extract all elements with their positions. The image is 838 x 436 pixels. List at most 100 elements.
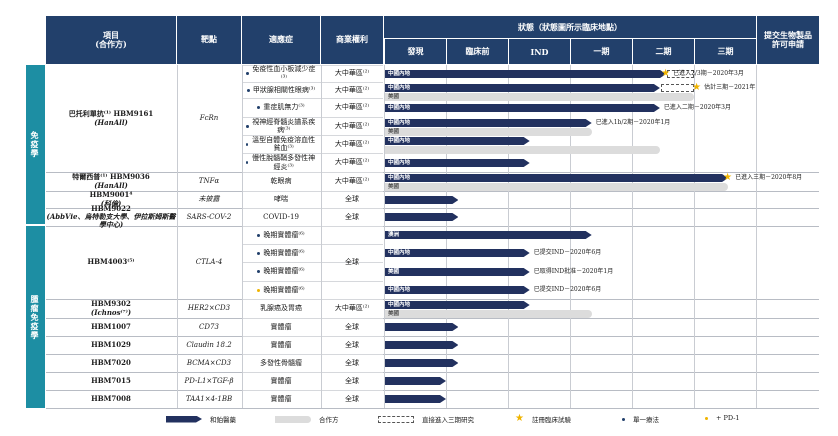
row-divider-minor [242,354,383,355]
project-name: HBM7008 [91,393,131,403]
header-status-title: 狀態（狀態圖所示臨床地點） [384,16,756,38]
row-divider-minor [242,281,383,282]
status-note: 已提交IND－2020年6月 [533,249,602,256]
stage-divider [384,65,385,408]
indication-cell: 甲狀腺相關性眼病⁽³⁾ [242,82,320,98]
pipeline-bar-own [385,174,728,182]
rights-cell: 全球 [345,394,359,403]
header-rights: 商業權利 [321,16,383,64]
bar-region-label: 美國 [388,311,400,317]
pipeline-bar-own [385,377,446,385]
legend-dashed: 直接進入三期研究 [378,414,474,424]
status-note: 已提交IND－2020年6月 [533,286,602,293]
indication-cell: 哮喘 [242,191,320,208]
bar-region-label: 中國內地 [388,175,411,181]
row-divider [46,408,819,409]
project-partner: (AbbVie、烏特勒支大學、伊拉斯姆斯醫學中心) [46,211,176,230]
legend-dashed-swatch [378,415,414,423]
indication-cell: 多發性骨髓瘤 [242,354,320,372]
row-divider-minor [242,98,383,99]
blue-dot-icon [257,270,261,273]
legend-partner-swatch [275,415,311,423]
indication-cell: COVID-19 [242,208,320,226]
status-note: 已進入三期－2020年8月 [735,174,803,181]
indication-cell: 晚期實體瘤⁽⁶⁾ [242,281,320,299]
header-indication: 適應症 [242,16,320,64]
header-stage-5: 三期 [695,39,756,64]
header-stage-0: 發現 [385,39,446,64]
bar-region-label: 中國內地 [388,120,411,126]
star-icon: ★ [723,172,733,183]
blue-dot-icon [246,142,249,146]
rights-cell: 大中華區⁽²⁾ [334,139,370,148]
target-cell: PD-L1×TGF-β [184,376,234,385]
blue-dot-icon [622,417,625,421]
indication-text: 晚期實體瘤⁽⁶⁾ [263,230,305,239]
pipeline-bar-own [385,395,446,403]
project-partner: (HanAll) [94,180,128,190]
indication-cell: 溫型自體免疫溶血性貧血⁽³⁾ [242,135,320,153]
blue-dot-icon [246,72,249,75]
rights-cell: 全球 [345,212,359,221]
rights-cell: 全球 [345,322,359,331]
project-cell: 巴托利單抗⁽¹⁾ HBM9161 (HanAll) [46,65,176,172]
row-divider [46,299,819,300]
target-cell: SARS-COV-2 [186,212,232,221]
pipeline-bar-own [385,323,458,331]
indication-text: 免疫性血小板減少症⁽³⁾ [252,65,316,82]
pipeline-bar-own [385,359,458,367]
indication-text: 實體瘤 [270,340,292,349]
indication-text: 實體瘤 [270,376,292,385]
star-icon: ★ [515,413,524,424]
blue-dot-icon [246,124,249,128]
row-divider-minor [242,372,383,373]
legend-pd1-label: + PD-1 [716,414,740,422]
row-divider [46,226,819,227]
indication-cell: 晚期實體瘤⁽⁶⁾ [242,244,320,262]
pipeline-bar-own [385,104,660,112]
rights-cell: 大中華區⁽²⁾ [334,85,370,94]
row-divider-minor [242,262,383,263]
header-stage-3: 一期 [571,39,632,64]
stage-divider [632,65,633,408]
project-name: HBM9302 [91,299,131,309]
bar-region-label: 美國 [388,184,400,190]
legend-mono: 單一療法 [622,414,659,424]
legend-own: 和鉑醫藥 [166,414,236,424]
indication-text: 晚期實體瘤⁽⁶⁾ [263,267,305,276]
bar-region-label: 中國內地 [388,250,411,256]
indication-cell: 實體瘤 [242,336,320,354]
row-divider-minor [242,208,383,209]
pipeline-bar-own [385,70,666,78]
bar-region-label: 澳洲 [388,232,400,238]
status-note: 已取得IND批准－2020年1月 [533,268,614,275]
pipeline-bar-own [385,286,530,294]
row-divider-minor [242,318,383,319]
indication-cell: 實體瘤 [242,390,320,408]
row-divider [46,318,819,319]
project-name: HBM7015 [91,375,131,385]
pipeline-bar-own [385,341,458,349]
target-cell: CTLA-4 [195,258,223,267]
pipeline-bar-own [385,159,530,167]
pipeline-bar-partner [385,93,694,101]
project-cell: 特爾西普⁽¹⁾ HBM9036 (HanAll) [46,172,176,191]
legend-star-label: 註冊臨床試驗 [531,415,571,424]
header-target: 靶點 [177,16,241,64]
legend-star: ★ 註冊臨床試驗 [515,413,571,424]
row-divider [46,172,819,173]
rights-cell: 全球 [345,340,359,349]
pipeline-bar-own [385,231,592,239]
rights-cell: 全球 [345,358,359,367]
bar-region-label: 中國內地 [388,85,411,91]
blue-dot-icon [246,161,249,164]
pipeline-bar-partner [385,146,660,154]
indication-text: 視神經脊髓炎譜系疾病⁽³⁾ [252,117,316,134]
project-name: 巴托利單抗⁽¹⁾ HBM9161 [68,109,154,119]
project-partner: (Ichnos⁽⁷⁾) [90,307,132,317]
pipeline-bar-own [385,301,530,309]
pipeline-bar-own [385,196,458,204]
project-cell: HBM4003⁽⁵⁾ [46,226,176,299]
pipeline-bar-own [385,137,530,145]
blue-dot-icon [257,251,261,255]
